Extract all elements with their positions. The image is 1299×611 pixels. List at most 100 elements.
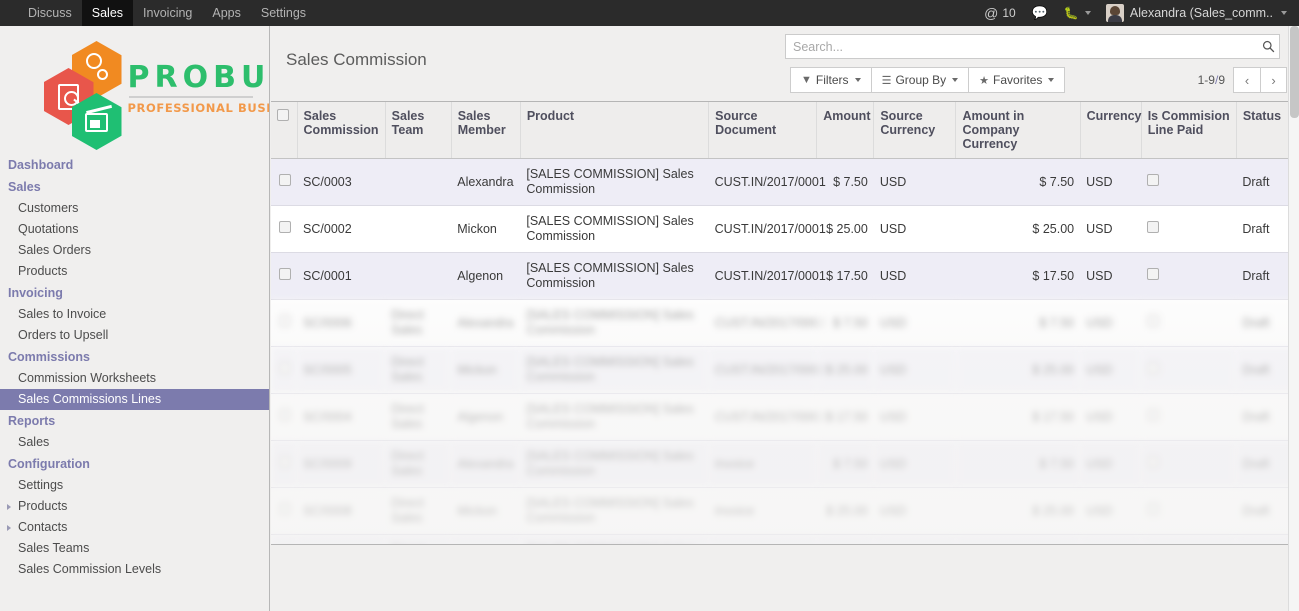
button-label: Group By xyxy=(895,73,947,87)
sidebar-item-contacts[interactable]: Contacts xyxy=(0,517,269,538)
row-checkbox[interactable] xyxy=(279,362,291,374)
cell-sales-team: Direct Sales xyxy=(385,299,452,347)
sidebar-item-label: Quotations xyxy=(18,222,79,236)
pager-separator: / xyxy=(1214,73,1219,87)
favorites-button[interactable]: ★ Favorites xyxy=(968,67,1066,93)
sidebar-item-sales-to-invoice[interactable]: Sales to Invoice xyxy=(0,304,269,325)
sidebar-item-sales[interactable]: Sales xyxy=(0,432,269,453)
cell-source-document: Invoice xyxy=(708,534,817,544)
table-row[interactable]: SC/0006 Direct Sales Alexandra [SALES COMMI… xyxy=(271,299,1299,347)
sidebar-group-dashboard[interactable]: Dashboard xyxy=(8,158,74,172)
nav-item-invoicing[interactable]: Invoicing xyxy=(143,6,193,20)
cell-source-currency: USD xyxy=(873,346,956,394)
vertical-scrollbar[interactable] xyxy=(1288,26,1299,611)
row-checkbox[interactable] xyxy=(279,409,291,421)
sidebar-item-sales-commission-levels[interactable]: Sales Commission Levels xyxy=(0,559,269,580)
row-checkbox[interactable] xyxy=(279,456,291,468)
cell-sales-member: Alexandra xyxy=(451,158,521,206)
sidebar-item-quotations[interactable]: Quotations xyxy=(0,219,269,240)
row-checkbox[interactable] xyxy=(279,221,291,233)
user-menu-label: Alexandra (Sales_comm.. xyxy=(1129,6,1273,20)
sidebar-item-products[interactable]: Products xyxy=(0,496,269,517)
cell-source-currency: USD xyxy=(873,205,956,253)
is-paid-checkbox[interactable] xyxy=(1147,362,1160,374)
nav-item-apps[interactable]: Apps xyxy=(212,6,241,20)
sidebar-item-products[interactable]: Products xyxy=(0,261,269,282)
sidebar-item-label: Sales Orders xyxy=(18,243,91,257)
is-paid-checkbox[interactable] xyxy=(1147,221,1160,233)
group-by-button[interactable]: ☰ Group By xyxy=(870,67,969,93)
chevron-left-icon[interactable]: ‹ xyxy=(1233,67,1260,93)
is-paid-checkbox[interactable] xyxy=(1147,315,1160,327)
row-checkbox[interactable] xyxy=(279,503,291,515)
main-content: Sales Commission ▼Filters☰Group By★Favor… xyxy=(271,26,1299,611)
search-bar[interactable] xyxy=(785,34,1280,59)
row-select-cell xyxy=(271,346,298,394)
column-header-product[interactable]: Product xyxy=(520,102,710,159)
filters-button[interactable]: ▼ Filters xyxy=(790,67,871,93)
table-row[interactable]: SC/0004 Direct Sales Algenon [SALES COMMISS… xyxy=(271,393,1299,441)
table-row[interactable]: SC/0009 Direct Sales Alexandra [SALES COMMI… xyxy=(271,440,1299,488)
table-row[interactable]: SC/0008 Direct Sales Mickon [SALES COMMISSI… xyxy=(271,487,1299,535)
cell-amount-company: $ 7.50 xyxy=(955,158,1081,206)
sidebar-item-orders-to-upsell[interactable]: Orders to Upsell xyxy=(0,325,269,346)
sidebar-item-sales-orders[interactable]: Sales Orders xyxy=(0,240,269,261)
search-input[interactable] xyxy=(786,36,1257,57)
messages-button[interactable]: 💬 xyxy=(1025,0,1055,26)
cell-amount: $ 17.50 xyxy=(816,393,874,441)
nav-item-sales[interactable]: Sales xyxy=(81,0,134,26)
chevron-right-icon xyxy=(7,504,11,510)
table-row[interactable]: SC/0003 Alexandra [SALES COMMISSION] Sales… xyxy=(271,158,1299,206)
sidebar-item-commission-worksheets[interactable]: Commission Worksheets xyxy=(0,368,269,389)
cell-currency: USD xyxy=(1080,487,1142,535)
row-checkbox[interactable] xyxy=(279,268,291,280)
is-paid-checkbox[interactable] xyxy=(1147,456,1160,468)
table-row[interactable]: SC/0002 Mickon [SALES COMMISSION] Sales Co… xyxy=(271,205,1299,253)
cell-sales-commission: SC/0004 xyxy=(297,393,386,441)
chevron-right-icon[interactable]: › xyxy=(1260,67,1287,93)
column-header-source-currency[interactable]: Source Currency xyxy=(873,102,957,159)
column-header-source-document[interactable]: Source Document xyxy=(708,102,818,159)
column-header-sales-commission[interactable]: Sales Commission xyxy=(297,102,386,159)
column-header-is-commision-line-paid[interactable]: Is Commision Line Paid xyxy=(1141,102,1237,159)
scrollbar-thumb[interactable] xyxy=(1290,26,1299,118)
cell-is-paid xyxy=(1141,393,1237,441)
cell-product: [SALES COMMISSION] Sales Commission xyxy=(520,346,709,394)
table-row[interactable]: SC/0005 Direct Sales Mickon [SALES COMMISSI… xyxy=(271,346,1299,394)
column-header-sales-team[interactable]: Sales Team xyxy=(385,102,452,159)
row-checkbox[interactable] xyxy=(279,174,291,186)
pager-count[interactable]: 1-9/9 xyxy=(1198,73,1225,87)
is-paid-checkbox[interactable] xyxy=(1147,174,1160,186)
column-header-sales-member[interactable]: Sales Member xyxy=(451,102,521,159)
cell-sales-member: Mickon xyxy=(451,346,521,394)
column-header-currency[interactable]: Currency xyxy=(1080,102,1142,159)
cell-amount: $ 17.50 xyxy=(816,534,874,544)
row-select-cell xyxy=(271,440,298,488)
sidebar-item-sales-commissions-lines[interactable]: Sales Commissions Lines xyxy=(0,389,269,410)
row-checkbox[interactable] xyxy=(279,315,291,327)
nav-item-settings[interactable]: Settings xyxy=(260,6,307,20)
is-paid-checkbox[interactable] xyxy=(1147,409,1160,421)
cell-source-document: CUST.IN/2017/0002 xyxy=(708,346,826,394)
debug-menu[interactable]: 🐛 xyxy=(1057,0,1098,26)
table-row[interactable]: SC/0001 Algenon [SALES COMMISSION] Sales C… xyxy=(271,252,1299,300)
cell-sales-commission: SC/0008 xyxy=(297,487,386,535)
row-select-cell xyxy=(271,393,298,441)
column-header-amount[interactable]: Amount xyxy=(816,102,875,159)
mentions-indicator[interactable]: @ 10 xyxy=(977,0,1023,26)
cell-sales-team: Direct Sales xyxy=(385,393,452,441)
sidebar-item-settings[interactable]: Settings xyxy=(0,475,269,496)
select-all-checkbox[interactable] xyxy=(277,109,289,121)
table-header-row: Sales Commission Sales Team Sales Member Pr… xyxy=(271,102,1299,159)
search-icon[interactable] xyxy=(1257,40,1279,53)
user-menu[interactable]: Alexandra (Sales_comm.. xyxy=(1100,4,1293,22)
column-header-amount-in-company-currency[interactable]: Amount in Company Currency xyxy=(955,102,1081,159)
cell-source-document: CUST.IN/2017/0002 xyxy=(708,299,826,347)
sidebar-item-sales-teams[interactable]: Sales Teams xyxy=(0,538,269,559)
is-paid-checkbox[interactable] xyxy=(1147,503,1160,515)
sidebar-item-customers[interactable]: Customers xyxy=(0,198,269,219)
nav-item-discuss[interactable]: Discuss xyxy=(28,6,72,20)
is-paid-checkbox[interactable] xyxy=(1147,268,1160,280)
cell-product: [SALES COMMISSION] Sales Commission xyxy=(520,158,709,206)
